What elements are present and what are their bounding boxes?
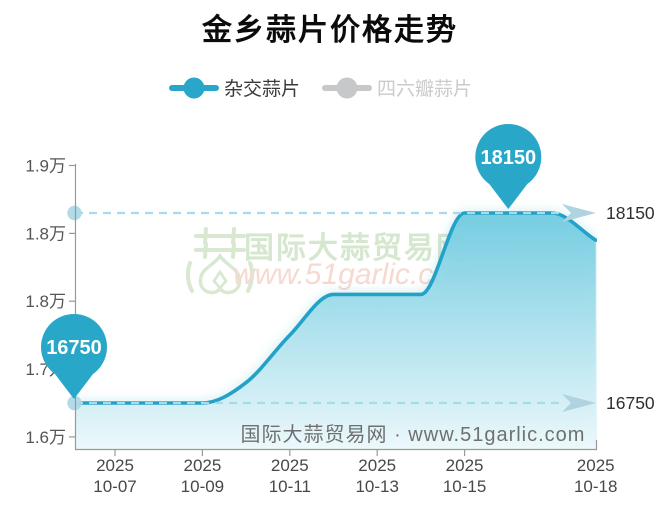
x-axis-label-date: 10-13 (355, 477, 398, 496)
balloon-value: 16750 (46, 337, 102, 359)
x-axis-label-year: 2025 (577, 456, 615, 475)
x-axis: 2025 10-07 2025 10-09 2025 10-11 2025 10-13 2025… (93, 449, 617, 496)
y-axis-label: 1.8万 (25, 224, 66, 243)
x-axis-label-date: 10-09 (181, 477, 224, 496)
garlic-logo-icon (185, 227, 255, 295)
balloon-pin-icon (475, 124, 542, 190)
price-line (75, 211, 597, 405)
x-axis-label-date: 10-18 (574, 477, 617, 496)
x-axis-label-date: 10-15 (443, 477, 486, 496)
y-axis-label: 1.9万 (25, 157, 66, 176)
balloon-tail-icon (55, 374, 93, 399)
marker-balloon-high: 18150 (475, 124, 542, 209)
ref-line-value-label: 16750 (606, 393, 655, 413)
axis-point-dot (67, 395, 82, 411)
legend-item-hybrid-garlic-slice[interactable]: 杂交蒜片 (169, 77, 300, 101)
x-axis-label-year: 2025 (96, 456, 134, 475)
reference-lines: 18150 16750 (67, 203, 655, 413)
x-axis-label-date: 10-11 (269, 477, 311, 496)
x-axis-label-date: 10-07 (93, 477, 136, 496)
ref-line-value-label: 18150 (606, 203, 655, 223)
x-axis-label-year: 2025 (446, 456, 484, 475)
x-axis-label-year: 2025 (358, 456, 396, 475)
y-axis-label: 1.8万 (25, 292, 66, 311)
x-axis-label-year: 2025 (183, 456, 221, 475)
legend-dot-icon (183, 77, 205, 99)
arrow-right-icon (562, 394, 596, 412)
balloon-tail-icon (489, 184, 528, 209)
plot-area[interactable] (71, 211, 597, 450)
price-area (75, 213, 596, 450)
legend: 杂交蒜片 四六瓣蒜片 (169, 77, 472, 101)
y-axis-label: 1.6万 (25, 428, 66, 447)
arrow-right-icon (562, 204, 596, 222)
footer-watermark: 国际大蒜贸易网 · www.51garlic.com (241, 423, 586, 446)
balloon-value: 18150 (480, 147, 536, 169)
legend-label: 杂交蒜片 (224, 78, 300, 100)
x-axis-label-year: 2025 (271, 456, 309, 475)
watermark-site-name: 国际大蒜贸易网 (244, 232, 468, 265)
balloon-pin-icon (41, 314, 107, 380)
legend-dot-icon (336, 77, 358, 99)
y-axis: 1.9万1.8万1.8万1.7万1.6万 (25, 157, 75, 447)
axes (74, 164, 598, 451)
legend-label: 四六瓣蒜片 (377, 78, 472, 100)
chart-title: 金乡蒜片价格走势 (201, 13, 458, 47)
marker-balloon-low: 16750 (41, 314, 107, 399)
axis-point-dot (67, 205, 82, 221)
legend-item-46-clove-garlic-slice[interactable]: 四六瓣蒜片 (322, 77, 472, 101)
